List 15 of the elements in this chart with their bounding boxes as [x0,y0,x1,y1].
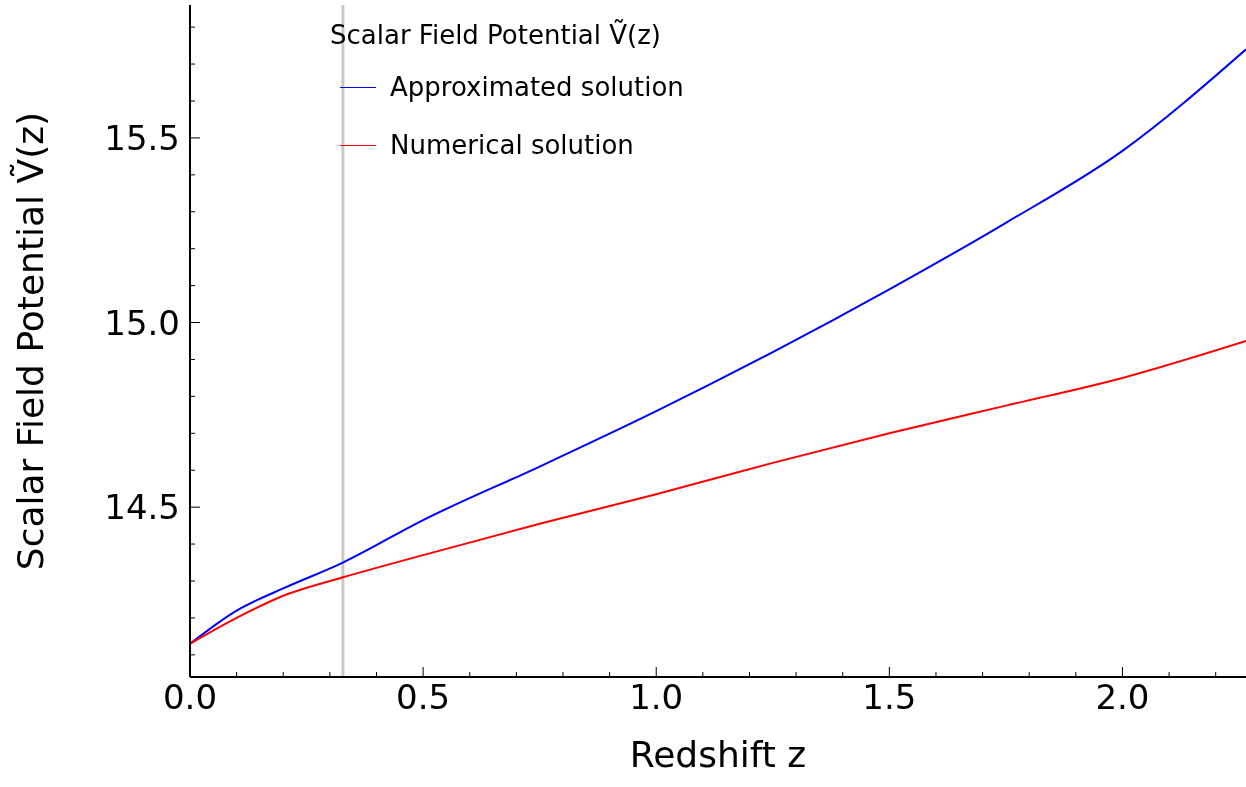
x-tick-label: 1.5 [862,677,917,717]
x-tick-label: 0.0 [162,677,218,717]
y-axis-title: Scalar Field Potential Ṽ(z) [8,111,51,571]
y-tick-label: 15.5 [104,117,180,158]
legend-title: Scalar Field Potential Ṽ(z) [330,20,662,50]
legend-label: Numerical solution [390,130,634,160]
line-series [190,48,1246,645]
x-axis-title: Redshift z [629,734,807,775]
x-tick-label: 0.5 [396,677,451,717]
y-tick-label: 14.5 [104,487,180,528]
y-tick-label: 15.0 [104,302,180,343]
x-tick-label: 1.0 [629,677,684,717]
line-series [190,340,1246,645]
x-tick-label: 2.0 [1095,677,1150,717]
legend-label: Approximated solution [390,72,684,102]
